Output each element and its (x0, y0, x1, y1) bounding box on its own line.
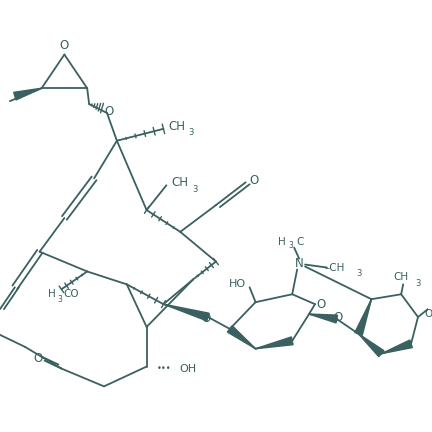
Text: CH: CH (172, 176, 189, 189)
Polygon shape (381, 340, 412, 354)
Text: 3: 3 (356, 269, 361, 278)
Text: O: O (201, 311, 211, 324)
Polygon shape (309, 314, 337, 323)
Text: N: N (295, 257, 304, 270)
Text: O: O (249, 174, 258, 187)
Text: OH: OH (180, 364, 197, 374)
Text: 3: 3 (57, 295, 62, 304)
Text: 3: 3 (192, 185, 198, 194)
Text: CO: CO (64, 289, 79, 299)
Polygon shape (355, 299, 372, 335)
Text: O: O (33, 352, 42, 365)
Text: 3: 3 (289, 241, 294, 250)
Text: C: C (296, 237, 304, 247)
Text: H: H (279, 237, 286, 247)
Polygon shape (227, 326, 256, 349)
Text: 3: 3 (188, 128, 194, 137)
Text: H: H (48, 289, 55, 299)
Text: –CH: –CH (324, 263, 345, 273)
Text: O: O (424, 309, 432, 319)
Text: CH: CH (169, 121, 186, 133)
Polygon shape (14, 88, 41, 100)
Text: O: O (105, 105, 114, 118)
Text: •••: ••• (157, 364, 172, 373)
Text: O: O (60, 39, 69, 52)
Text: 3: 3 (415, 279, 421, 288)
Polygon shape (359, 334, 384, 357)
Text: O: O (333, 311, 343, 324)
Polygon shape (256, 337, 293, 349)
Polygon shape (163, 304, 209, 321)
Text: CH: CH (394, 273, 409, 283)
Text: HO: HO (229, 280, 246, 289)
Text: O: O (316, 298, 326, 311)
